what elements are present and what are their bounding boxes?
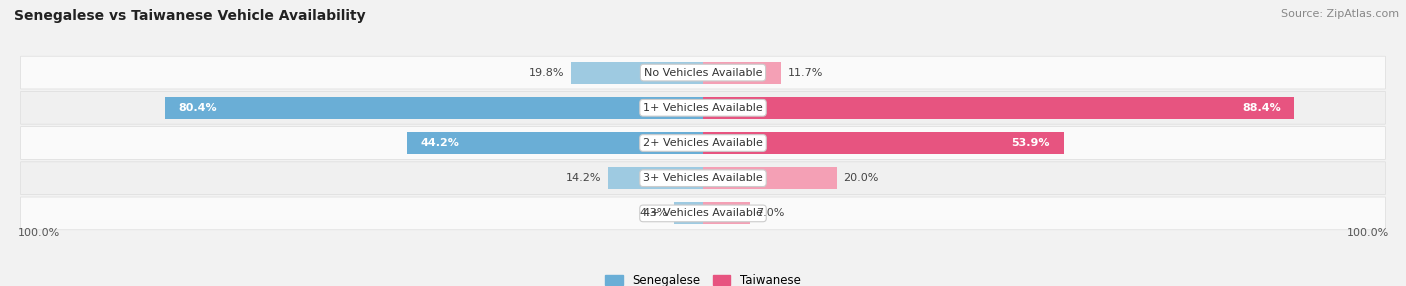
Bar bbox=[675, 202, 703, 224]
Bar bbox=[703, 132, 1063, 154]
Bar bbox=[408, 132, 703, 154]
FancyBboxPatch shape bbox=[21, 127, 1385, 159]
Text: 53.9%: 53.9% bbox=[1012, 138, 1050, 148]
Text: 1+ Vehicles Available: 1+ Vehicles Available bbox=[643, 103, 763, 113]
FancyBboxPatch shape bbox=[21, 162, 1385, 194]
Bar bbox=[607, 167, 703, 189]
Text: 88.4%: 88.4% bbox=[1241, 103, 1281, 113]
Text: 2+ Vehicles Available: 2+ Vehicles Available bbox=[643, 138, 763, 148]
Text: 19.8%: 19.8% bbox=[529, 67, 564, 78]
Text: No Vehicles Available: No Vehicles Available bbox=[644, 67, 762, 78]
FancyBboxPatch shape bbox=[21, 92, 1385, 124]
Text: 44.2%: 44.2% bbox=[420, 138, 460, 148]
Text: 11.7%: 11.7% bbox=[787, 67, 824, 78]
Text: 4+ Vehicles Available: 4+ Vehicles Available bbox=[643, 208, 763, 219]
FancyBboxPatch shape bbox=[21, 197, 1385, 230]
FancyBboxPatch shape bbox=[21, 56, 1385, 89]
Legend: Senegalese, Taiwanese: Senegalese, Taiwanese bbox=[606, 274, 800, 286]
Bar bbox=[703, 97, 1295, 119]
Text: 100.0%: 100.0% bbox=[17, 228, 59, 238]
Bar bbox=[703, 62, 782, 84]
Text: 100.0%: 100.0% bbox=[1347, 228, 1389, 238]
Bar bbox=[166, 97, 703, 119]
Text: Source: ZipAtlas.com: Source: ZipAtlas.com bbox=[1281, 9, 1399, 19]
Text: 7.0%: 7.0% bbox=[756, 208, 785, 219]
Bar bbox=[703, 202, 749, 224]
Text: 4.3%: 4.3% bbox=[640, 208, 668, 219]
Bar bbox=[703, 167, 837, 189]
Text: 3+ Vehicles Available: 3+ Vehicles Available bbox=[643, 173, 763, 183]
Text: 80.4%: 80.4% bbox=[179, 103, 218, 113]
Text: Senegalese vs Taiwanese Vehicle Availability: Senegalese vs Taiwanese Vehicle Availabi… bbox=[14, 9, 366, 23]
Bar bbox=[571, 62, 703, 84]
Text: 20.0%: 20.0% bbox=[844, 173, 879, 183]
Text: 14.2%: 14.2% bbox=[565, 173, 602, 183]
